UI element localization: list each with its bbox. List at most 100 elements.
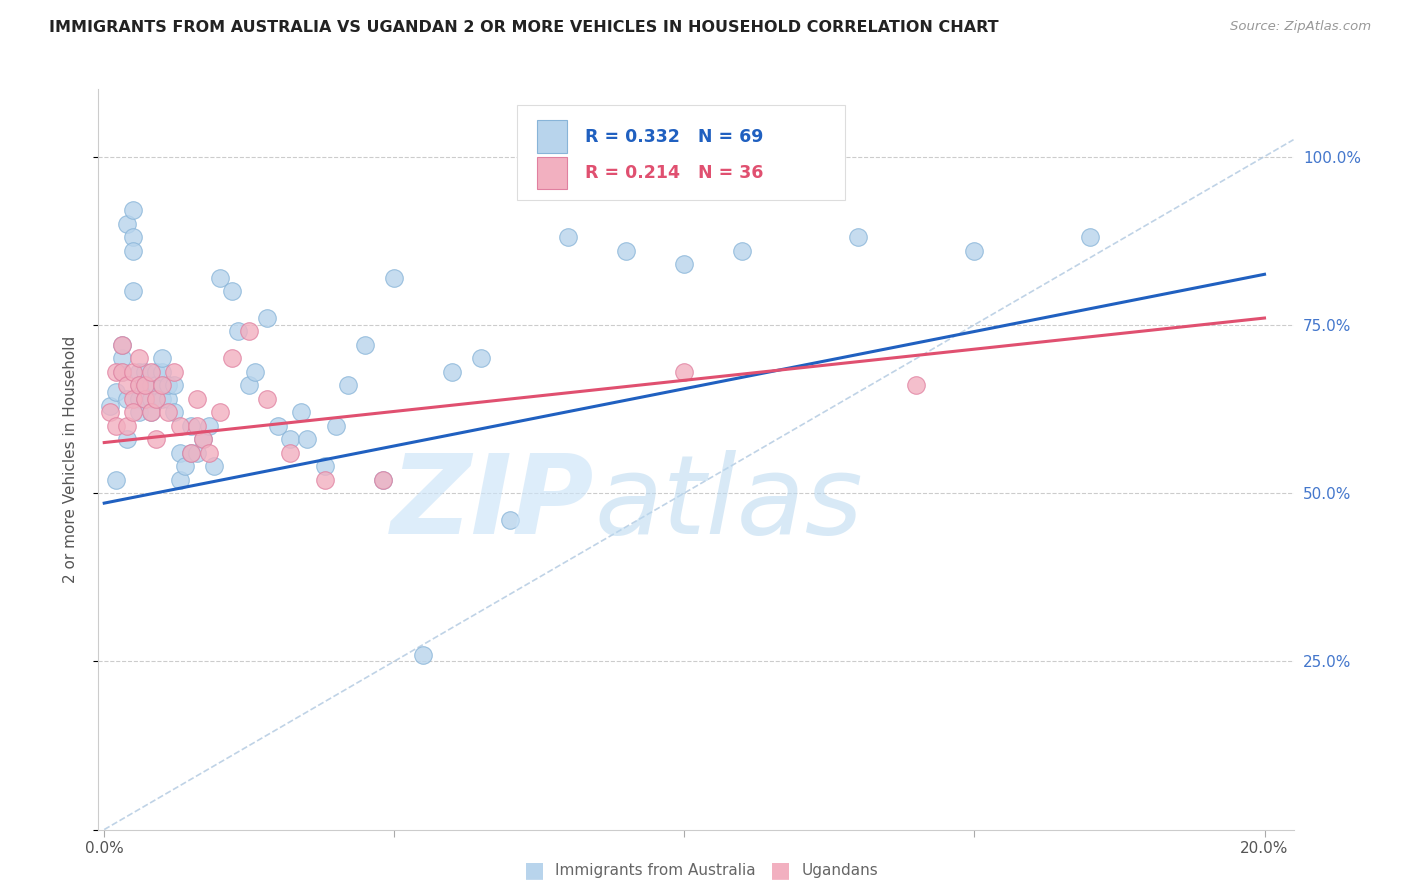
Point [470, 351, 492, 366]
Point [256, 392, 278, 406]
Point [98, 399, 121, 413]
Point [371, 473, 394, 487]
Point [150, 365, 173, 379]
Point [145, 432, 167, 446]
Point [314, 473, 336, 487]
Point [104, 418, 127, 433]
Point [336, 378, 359, 392]
Point [122, 392, 145, 406]
Point [139, 405, 162, 419]
Text: Immigrants from Australia: Immigrants from Australia [555, 863, 756, 878]
Point [169, 445, 191, 459]
Point [117, 217, 139, 231]
Text: Ugandans: Ugandans [801, 863, 879, 878]
Point [180, 418, 202, 433]
Point [134, 378, 156, 392]
Point [134, 392, 156, 406]
Point [139, 365, 162, 379]
Point [122, 365, 145, 379]
Point [1080, 230, 1102, 244]
Point [128, 405, 150, 419]
Point [180, 445, 202, 459]
FancyBboxPatch shape [537, 120, 567, 153]
Point [122, 405, 145, 419]
Point [122, 203, 145, 218]
Point [243, 365, 266, 379]
Point [191, 432, 214, 446]
Point [145, 365, 167, 379]
Point [128, 365, 150, 379]
Text: ZIP: ZIP [391, 450, 595, 558]
Point [157, 405, 180, 419]
Point [122, 230, 145, 244]
FancyBboxPatch shape [517, 105, 845, 201]
Text: ■: ■ [770, 861, 790, 880]
Point [557, 230, 579, 244]
Point [134, 378, 156, 392]
Point [111, 351, 134, 366]
Point [134, 365, 156, 379]
Point [111, 338, 134, 352]
Point [673, 257, 696, 271]
Point [278, 445, 301, 459]
Point [256, 311, 278, 326]
Point [150, 392, 173, 406]
Point [169, 473, 191, 487]
Point [163, 378, 186, 392]
Point [848, 230, 870, 244]
Point [238, 325, 260, 339]
Point [412, 648, 434, 662]
Point [325, 418, 347, 433]
Y-axis label: 2 or more Vehicles in Household: 2 or more Vehicles in Household [63, 335, 77, 583]
Point [614, 244, 637, 258]
Point [145, 392, 167, 406]
Point [150, 351, 173, 366]
Point [209, 405, 232, 419]
Point [117, 432, 139, 446]
Point [731, 244, 754, 258]
Point [117, 392, 139, 406]
Point [150, 378, 173, 392]
Point [191, 432, 214, 446]
Point [128, 378, 150, 392]
Point [128, 392, 150, 406]
Point [163, 365, 186, 379]
Point [169, 418, 191, 433]
Point [117, 418, 139, 433]
Point [180, 445, 202, 459]
Text: Source: ZipAtlas.com: Source: ZipAtlas.com [1230, 20, 1371, 33]
Point [128, 351, 150, 366]
Point [122, 244, 145, 258]
Point [197, 418, 219, 433]
Point [174, 459, 197, 474]
Point [111, 365, 134, 379]
Point [441, 365, 464, 379]
FancyBboxPatch shape [537, 157, 567, 189]
Point [150, 378, 173, 392]
Point [221, 351, 243, 366]
Point [267, 418, 290, 433]
Point [186, 418, 208, 433]
Point [128, 378, 150, 392]
Point [197, 445, 219, 459]
Point [104, 473, 127, 487]
Point [186, 392, 208, 406]
Point [673, 365, 696, 379]
Point [382, 270, 405, 285]
Point [297, 432, 319, 446]
Point [278, 432, 301, 446]
Point [104, 365, 127, 379]
Point [122, 284, 145, 298]
Text: atlas: atlas [595, 450, 863, 558]
Point [290, 405, 312, 419]
Point [139, 378, 162, 392]
Text: R = 0.332   N = 69: R = 0.332 N = 69 [585, 128, 763, 145]
Point [905, 378, 928, 392]
Text: ■: ■ [524, 861, 544, 880]
Point [499, 513, 522, 527]
Point [139, 405, 162, 419]
Point [221, 284, 243, 298]
Point [104, 385, 127, 400]
Text: R = 0.214   N = 36: R = 0.214 N = 36 [585, 164, 763, 182]
Point [157, 392, 180, 406]
